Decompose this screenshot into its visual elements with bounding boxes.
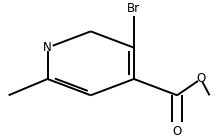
Text: O: O: [196, 72, 205, 85]
Text: O: O: [173, 125, 182, 138]
Text: Br: Br: [127, 2, 140, 15]
Text: N: N: [43, 41, 52, 54]
